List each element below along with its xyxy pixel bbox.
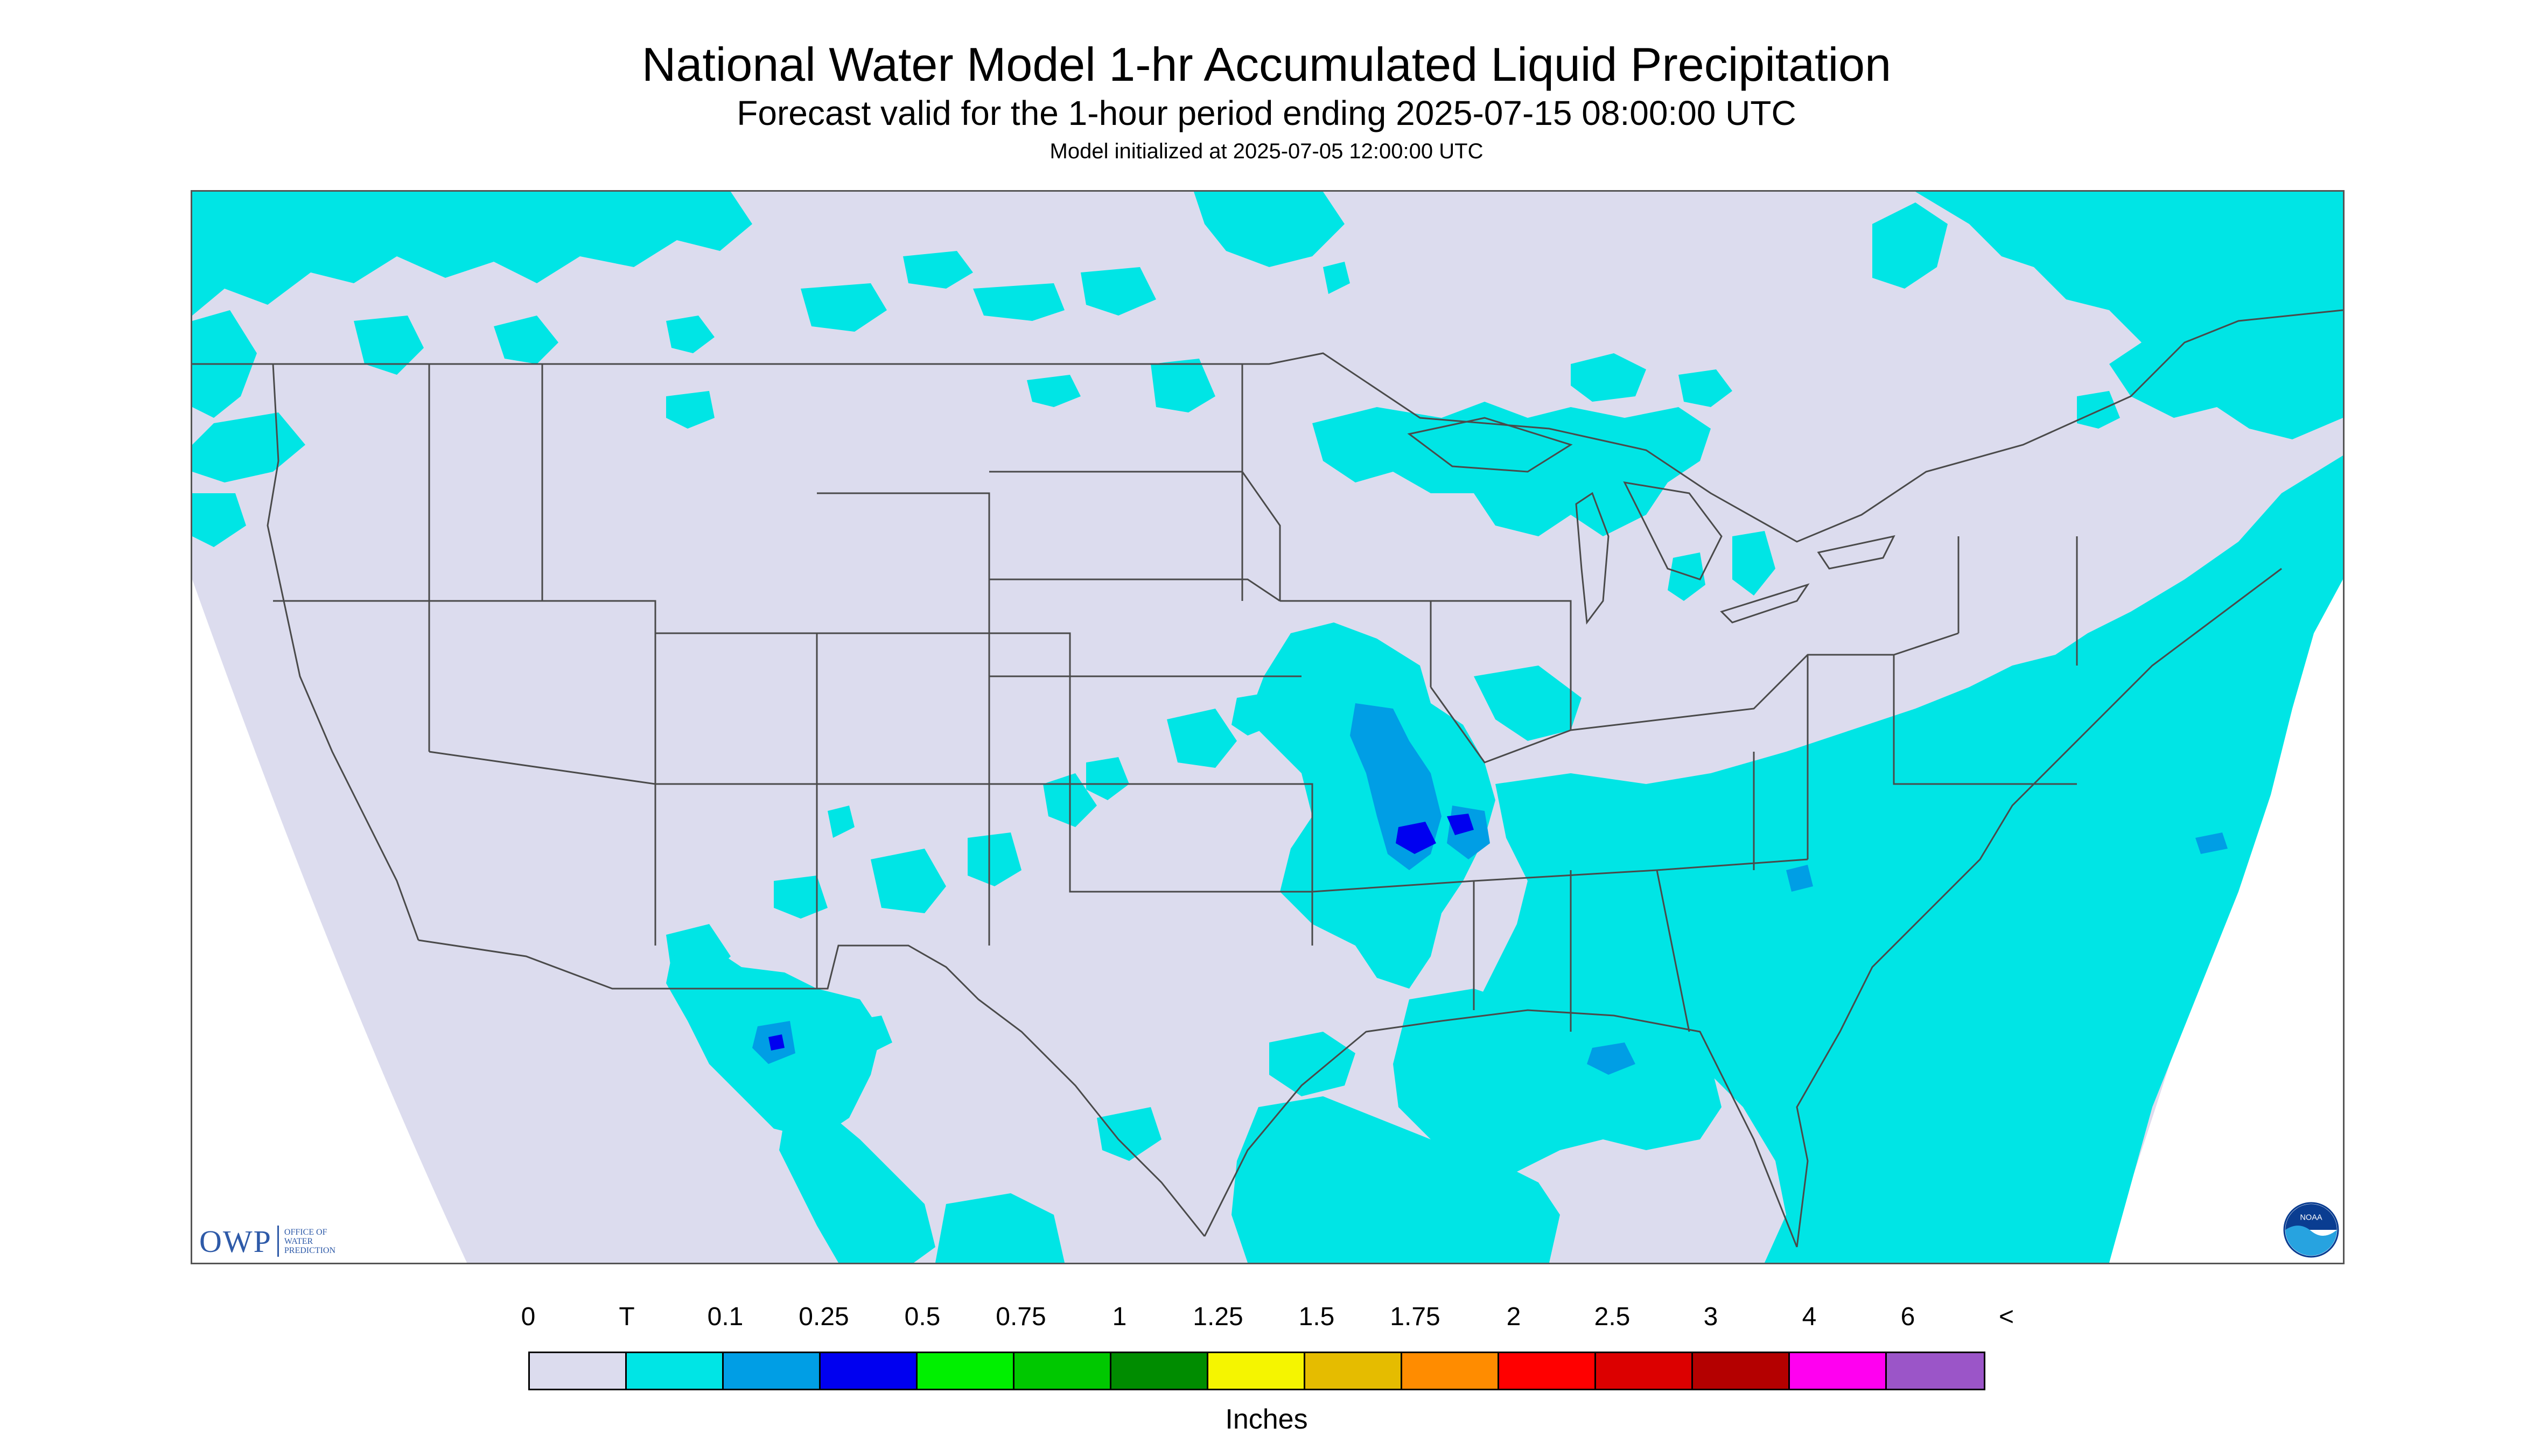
legend-label: 1.25 — [1193, 1303, 1243, 1331]
legend-swatch — [918, 1353, 1014, 1389]
political-boundaries — [192, 309, 2343, 1248]
forecast-valid-subtitle: Forecast valid for the 1-hour period end… — [737, 94, 1796, 132]
legend-units-label: Inches — [1225, 1404, 1308, 1435]
legend-label: 0.1 — [707, 1303, 744, 1331]
legend-swatch — [1208, 1353, 1305, 1389]
legend-color-bar — [528, 1352, 1985, 1390]
legend-label: 1.5 — [1298, 1303, 1335, 1331]
model-init-line: Model initialized at 2025-07-05 12:00:00… — [1049, 139, 1484, 163]
owp-logo: OWP OFFICE OF WATER PREDICTION — [199, 1222, 354, 1260]
legend-swatch — [1499, 1353, 1596, 1389]
legend-swatch — [821, 1353, 918, 1389]
legend-swatch — [1887, 1353, 1984, 1389]
map-title: National Water Model 1-hr Accumulated Li… — [641, 38, 1892, 91]
legend-swatch — [1014, 1353, 1111, 1389]
legend-label: 2 — [1506, 1303, 1521, 1331]
legend-label: 4 — [1802, 1303, 1817, 1331]
legend-label: 0 — [521, 1303, 536, 1331]
legend-label: < — [1998, 1303, 2014, 1331]
legend-swatch — [724, 1353, 821, 1389]
legend-swatch — [1790, 1353, 1887, 1389]
legend-label: 0.75 — [996, 1303, 1046, 1331]
map-canvas — [192, 192, 2343, 1263]
precip-trace-areas — [192, 192, 2343, 1263]
legend-label: 3 — [1703, 1303, 1718, 1331]
great-lakes — [1407, 417, 1895, 625]
legend-label: 2.5 — [1594, 1303, 1631, 1331]
legend-label: 1 — [1112, 1303, 1127, 1331]
precip-0-25-areas — [768, 814, 1474, 1051]
legend-label: 0.5 — [904, 1303, 941, 1331]
legend-swatch — [1402, 1353, 1499, 1389]
legend-swatch — [627, 1353, 724, 1389]
noaa-logo: NOAA — [2283, 1202, 2339, 1258]
legend-swatch — [1693, 1353, 1790, 1389]
legend-swatch — [530, 1353, 627, 1389]
owp-logo-subtext: OFFICE OF WATER PREDICTION — [284, 1227, 335, 1255]
legend-swatch — [1596, 1353, 1693, 1389]
precipitation-map — [191, 190, 2345, 1264]
legend-label: T — [619, 1303, 635, 1331]
legend-label: 0.25 — [799, 1303, 849, 1331]
legend-swatch — [1305, 1353, 1402, 1389]
legend-swatch — [1111, 1353, 1208, 1389]
legend-label: 1.75 — [1390, 1303, 1440, 1331]
legend-label: 6 — [1900, 1303, 1915, 1331]
owp-logo-text: OWP — [199, 1223, 272, 1259]
owp-logo-divider — [277, 1226, 279, 1257]
noaa-logo-text: NOAA — [2300, 1213, 2322, 1222]
